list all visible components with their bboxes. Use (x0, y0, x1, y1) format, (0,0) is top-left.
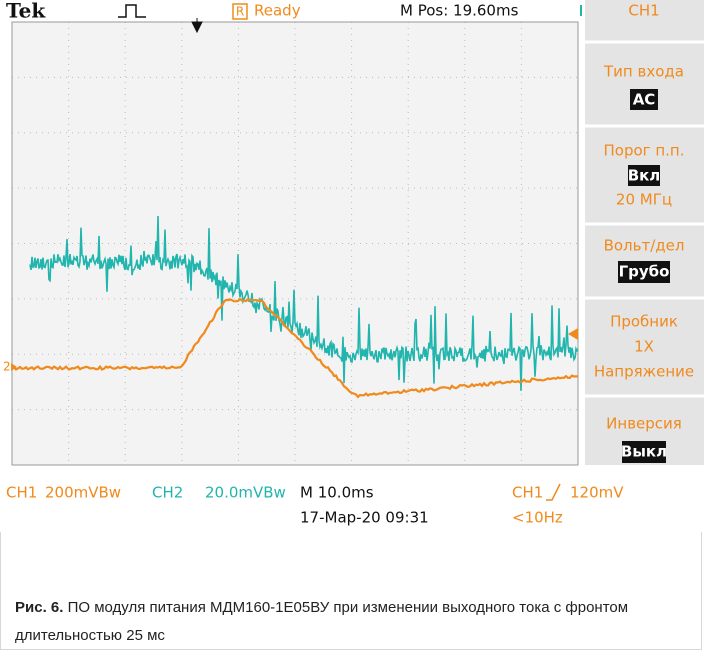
date: 17-Мар-20 09:31 (300, 509, 429, 527)
ch2-label: CH2 (152, 484, 183, 502)
timebase: M 10.0ms (300, 484, 374, 502)
menu-extra: Напряжение (594, 363, 694, 381)
menu-extra: 20 МГц (616, 191, 672, 209)
channel-marker: 2 (3, 360, 11, 374)
menu-value: Грубо (619, 263, 670, 281)
ch2-scale: 20.0mVBw (205, 484, 286, 502)
menu-label: Тип входа (603, 63, 684, 81)
ch1-label: CH1 (6, 484, 37, 502)
brand: Tek (6, 0, 46, 23)
menu-value: 1X (634, 338, 654, 356)
frequency: <10Hz (512, 509, 563, 527)
figure-number: Рис. 6. (15, 599, 63, 616)
menu-label: Вольт/дел (604, 237, 685, 255)
ch1-scale: 200mVBw (45, 484, 121, 502)
caption-box: Рис. 6. ПО модуля питания МДМ160-1Е05ВУ … (0, 532, 702, 650)
status-icon: R (236, 5, 244, 19)
menu-value: Выкл (621, 443, 667, 461)
caption: Рис. 6. ПО модуля питания МДМ160-1Е05ВУ … (15, 594, 675, 650)
status: Ready (254, 2, 301, 20)
trigger-source: CH1 (512, 484, 543, 502)
channel: CH1 (628, 2, 659, 20)
menu-label: Пробник (610, 313, 678, 331)
caption-text: ПО модуля питания МДМ160-1Е05ВУ при изме… (15, 599, 628, 644)
menu-label: Порог п.п. (604, 142, 685, 160)
menu-value: AC (633, 91, 656, 109)
page: Tek R Ready M Pos: 19.60ms CH1 Тип входа… (0, 0, 704, 665)
trigger-level: 120mV (570, 484, 624, 502)
menu-value: Вкл (628, 167, 661, 185)
menu-label: Инверсия (606, 415, 682, 433)
position: M Pos: 19.60ms (400, 2, 519, 20)
oscilloscope-screen: Tek R Ready M Pos: 19.60ms CH1 Тип входа… (0, 0, 704, 532)
